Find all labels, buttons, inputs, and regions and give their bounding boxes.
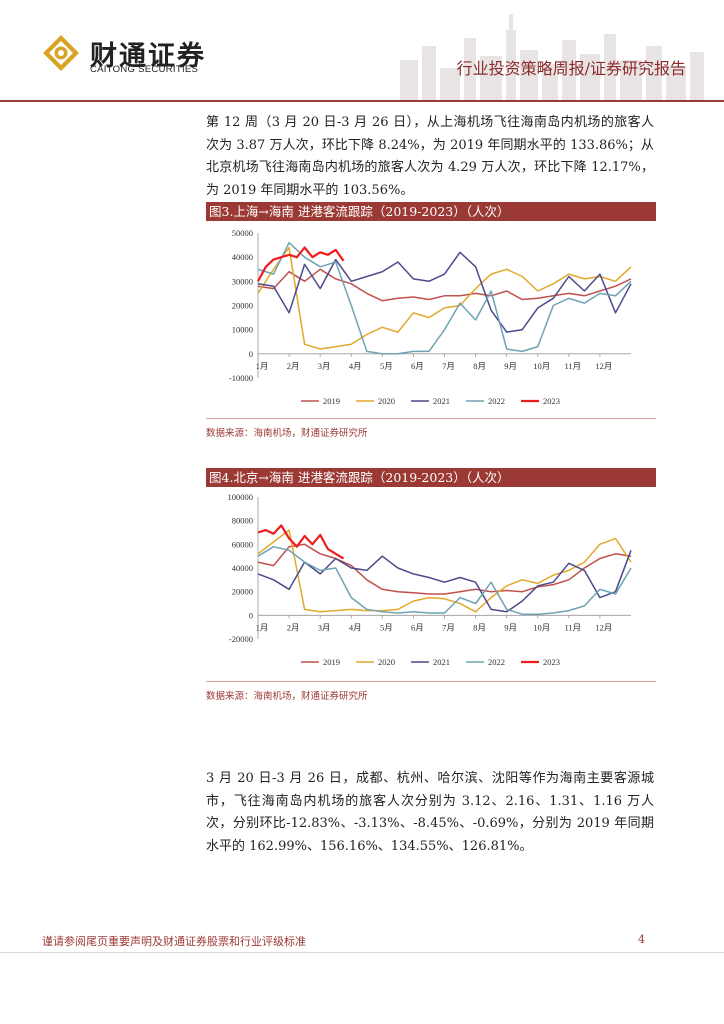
x-tick-label: 5月: [380, 361, 393, 371]
legend-label-2022: 2022: [488, 657, 505, 667]
y-tick-label: 40000: [232, 252, 253, 262]
legend-label-2019: 2019: [323, 396, 340, 406]
series-line-2021: [257, 550, 632, 613]
caitong-logo-icon: [43, 35, 79, 71]
series-line-2023: [257, 524, 345, 560]
x-tick-label: 10月: [533, 361, 550, 371]
brand-name-en: CAITONG SECURITIES: [90, 64, 199, 75]
legend-label-2021: 2021: [433, 396, 450, 406]
y-tick-label: 30000: [232, 276, 253, 286]
y-tick-label: -20000: [229, 634, 253, 644]
x-tick-label: 8月: [473, 361, 486, 371]
x-tick-label: 2月: [287, 361, 300, 371]
x-tick-label: 4月: [349, 361, 362, 371]
figure-3-chart: -10000 0 10000 20000 30000 40000 50000 1月 2月 3月 4月…: [229, 228, 632, 406]
series-line-2019: [257, 543, 632, 595]
x-tick-label: 11月: [564, 361, 581, 371]
figure-3-source: 数据来源：海南机场，财通证券研究所: [206, 428, 368, 439]
series-line-2022: [257, 545, 632, 615]
footer-divider: [0, 952, 724, 953]
footer-disclaimer: 谨请参阅尾页重要声明及财通证券股票和行业评级标准: [42, 935, 306, 948]
y-tick-label: 10000: [232, 325, 253, 335]
y-tick-label: 50000: [232, 228, 253, 238]
figure-3-title: 图3.上海→海南 进港客流跟踪（2019-2023）（人次）: [206, 202, 656, 221]
skyline-decoration: [400, 14, 704, 100]
paragraph-source-cities: 3 月 20 日-3 月 26 日，成都、杭州、哈尔滨、沈阳等作为海南主要客源城…: [206, 771, 654, 854]
x-tick-label: 5月: [380, 622, 393, 632]
series-line-2019: [257, 268, 632, 302]
x-tick-label: 3月: [318, 622, 331, 632]
legend-label-2021: 2021: [433, 657, 450, 667]
x-tick-label: 10月: [533, 622, 550, 632]
x-tick-label: 7月: [442, 361, 455, 371]
y-tick-label: -10000: [229, 373, 253, 383]
header-divider: [0, 100, 724, 102]
x-tick-label: 6月: [411, 361, 424, 371]
x-tick-label: 9月: [504, 622, 517, 632]
y-tick-label: 0: [249, 610, 253, 620]
legend-label-2019: 2019: [323, 657, 340, 667]
legend-label-2020: 2020: [378, 396, 395, 406]
paragraph-shanghai-beijing: 第 12 周（3 月 20 日-3 月 26 日），从上海机场飞往海南岛内机场的…: [206, 115, 654, 198]
series-line-2021: [257, 251, 632, 333]
figure-3-divider: [206, 418, 656, 419]
page-number: 4: [638, 933, 645, 946]
x-tick-label: 6月: [411, 622, 424, 632]
figure-4-source: 数据来源：海南机场，财通证券研究所: [206, 691, 368, 702]
y-tick-label: 20000: [232, 301, 253, 311]
legend-label-2023: 2023: [543, 396, 560, 406]
y-tick-label: 80000: [232, 516, 253, 526]
figure-4-title: 图4.北京→海南 进港客流跟踪（2019-2023）（人次）: [206, 468, 656, 487]
x-tick-label: 8月: [473, 622, 486, 632]
x-tick-label: 12月: [595, 361, 612, 371]
series-line-2022: [257, 241, 632, 355]
y-tick-label: 0: [249, 349, 253, 359]
y-tick-label: 100000: [228, 492, 254, 502]
figure-4-chart: -20000 0 20000 40000 60000 80000 100000 1月 2月 3月 4…: [228, 492, 632, 667]
brand-name-cn: 财通证券: [90, 41, 206, 72]
x-tick-label: 12月: [595, 622, 612, 632]
x-tick-label: 1月: [256, 622, 269, 632]
series-line-2023: [257, 246, 345, 282]
figure-4-divider: [206, 681, 656, 682]
legend-label-2020: 2020: [378, 657, 395, 667]
y-tick-label: 20000: [232, 587, 253, 597]
y-tick-label: 40000: [232, 563, 253, 573]
x-tick-label: 4月: [349, 622, 362, 632]
x-tick-label: 3月: [318, 361, 331, 371]
x-tick-label: 7月: [442, 622, 455, 632]
series-line-2020: [257, 529, 632, 613]
x-tick-label: 1月: [256, 361, 269, 371]
legend-label-2022: 2022: [488, 396, 505, 406]
x-tick-label: 9月: [504, 361, 517, 371]
series-line-2020: [257, 246, 632, 350]
y-tick-label: 60000: [232, 539, 253, 549]
x-tick-label: 2月: [287, 622, 300, 632]
page-header: 财通证券 CAITONG SECURITIES 行业投资策略周报/证券研究报告: [0, 0, 724, 102]
x-tick-label: 11月: [564, 622, 581, 632]
legend-label-2023: 2023: [543, 657, 560, 667]
report-type-label: 行业投资策略周报/证券研究报告: [456, 59, 686, 78]
